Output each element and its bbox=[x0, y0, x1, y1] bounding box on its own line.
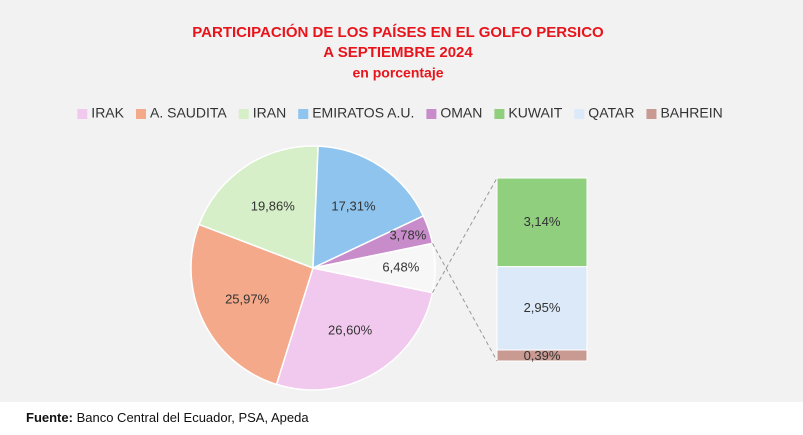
chart-title: PARTICIPACIÓN DE LOS PAÍSES EN EL GOLFO … bbox=[192, 23, 604, 41]
pie-slice bbox=[312, 145, 425, 270]
legend-swatch bbox=[238, 109, 249, 119]
data-label: 3,14% bbox=[524, 214, 561, 229]
pie-slice bbox=[198, 145, 319, 270]
pie-slice bbox=[190, 223, 314, 386]
source-text: Banco Central del Ecuador, PSA, Apeda bbox=[77, 410, 310, 425]
bar-segment bbox=[496, 177, 588, 268]
legend-swatch bbox=[494, 109, 505, 119]
legend-swatch bbox=[298, 109, 309, 119]
data-label: 17,31% bbox=[331, 198, 376, 213]
legend-label: KUWAIT bbox=[508, 105, 562, 121]
source-label: Fuente: bbox=[26, 410, 73, 425]
legend-swatch bbox=[135, 109, 146, 119]
data-label: 19,86% bbox=[251, 198, 296, 213]
legend-swatch bbox=[77, 109, 88, 119]
pie-slice bbox=[275, 267, 434, 391]
data-label: 0,39% bbox=[524, 348, 561, 363]
legend-swatch bbox=[646, 109, 657, 119]
legend-label: EMIRATOS A.U. bbox=[312, 105, 414, 121]
unit-label: en porcentaje bbox=[352, 65, 443, 81]
bar-segment bbox=[496, 266, 588, 351]
legend-label: IRAN bbox=[253, 105, 286, 121]
data-label: 25,97% bbox=[225, 291, 270, 306]
data-label: 26,60% bbox=[328, 323, 373, 338]
legend-label: IRAK bbox=[91, 105, 124, 121]
legend-label: BAHREIN bbox=[660, 105, 722, 121]
connector bbox=[432, 243, 498, 362]
legend-label: A. SAUDITA bbox=[150, 105, 227, 121]
legend-swatch bbox=[426, 109, 437, 119]
connector bbox=[432, 177, 498, 293]
chart-subtitle: A SEPTIEMBRE 2024 bbox=[323, 44, 473, 61]
legend-label: QATAR bbox=[588, 105, 634, 121]
data-label: 3,78% bbox=[389, 228, 426, 243]
data-label: 2,95% bbox=[524, 300, 561, 315]
legend-swatch bbox=[574, 109, 585, 119]
source: Fuente: Banco Central del Ecuador, PSA, … bbox=[26, 410, 309, 425]
legend: IRAK A. SAUDITA IRAN EMIRATOS A.U. OMAN KUWAI… bbox=[77, 105, 723, 121]
data-label: 6,48% bbox=[382, 259, 419, 274]
legend-label: OMAN bbox=[440, 105, 482, 121]
bar-segment bbox=[496, 349, 588, 362]
